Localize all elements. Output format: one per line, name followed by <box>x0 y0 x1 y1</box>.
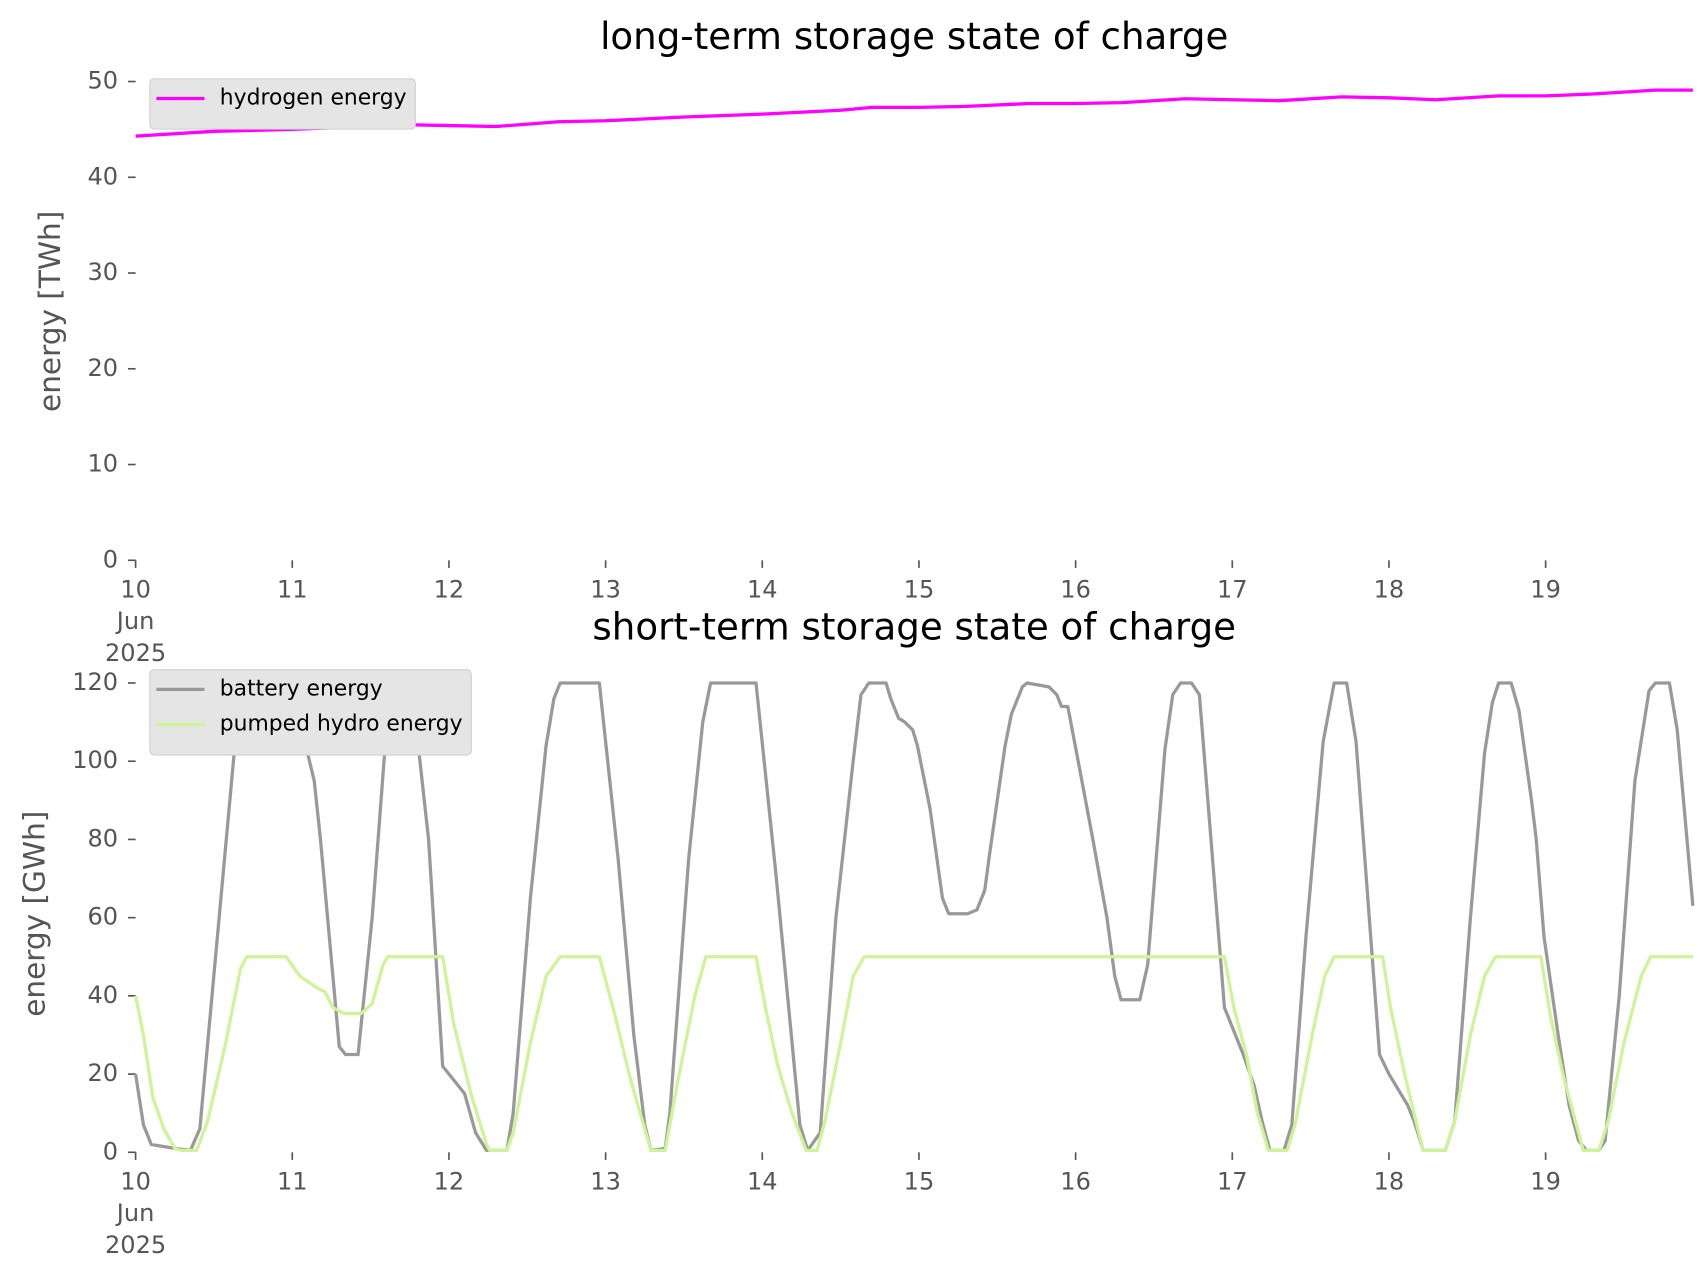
x-tick-label: 12 <box>433 576 465 605</box>
x-tick-label: 15 <box>903 576 935 605</box>
y-tick-label: 0 <box>103 545 118 573</box>
y-tick-label: 80 <box>88 824 119 852</box>
y-tick-label: 50 <box>88 67 119 95</box>
x-tick-label: 14 <box>746 1168 778 1197</box>
x-tick-label: 18 <box>1373 1168 1405 1197</box>
y-tick-label: 30 <box>88 258 119 286</box>
series-line <box>133 681 1695 1152</box>
y-tick-label: 120 <box>72 668 118 696</box>
y-tick-label: 40 <box>88 162 119 190</box>
x-tick-label: 11 <box>276 576 308 605</box>
x-tick-label: 14 <box>746 576 778 605</box>
series-line <box>135 88 1693 138</box>
chart-title: long-term storage state of charge <box>600 14 1228 58</box>
legend-box <box>149 669 472 756</box>
x-tick-label: 13 <box>590 576 621 605</box>
x-tick-label: 13 <box>590 1168 621 1197</box>
chart-title: short-term storage state of charge <box>592 605 1236 649</box>
x-tick-label: 16 <box>1060 1168 1091 1197</box>
y-axis-label: energy [TWh] <box>33 211 67 412</box>
x-tick-label: 16 <box>1060 576 1091 605</box>
x-tick-label: 12 <box>433 1168 465 1197</box>
series-line <box>133 955 1693 1152</box>
y-tick-label: 0 <box>103 1137 118 1165</box>
y-tick-label: 10 <box>88 450 119 478</box>
y-tick-label: 60 <box>88 903 119 931</box>
legend-label: battery energy <box>220 676 383 701</box>
x-tick-label: 15 <box>903 1168 935 1197</box>
legend-box <box>149 78 416 130</box>
x-tick-label: 17 <box>1216 576 1248 605</box>
y-tick-label: 100 <box>72 746 118 774</box>
x-tick-label: 17 <box>1216 1168 1248 1197</box>
legend-label: hydrogen energy <box>220 85 407 110</box>
x-tick-label: 18 <box>1373 576 1405 605</box>
y-axis-label: energy [GWh] <box>18 811 52 1017</box>
legend-label: pumped hydro energy <box>220 711 463 736</box>
y-tick-label: 40 <box>88 981 119 1009</box>
x-tick-label: 10 Jun 2025 <box>104 1168 167 1260</box>
y-tick-label: 20 <box>88 354 119 382</box>
x-tick-label: 11 <box>276 1168 308 1197</box>
x-tick-label: 10 Jun 2025 <box>104 576 167 668</box>
x-tick-label: 19 <box>1530 1168 1561 1197</box>
y-tick-label: 20 <box>88 1059 119 1087</box>
x-tick-label: 19 <box>1530 576 1561 605</box>
